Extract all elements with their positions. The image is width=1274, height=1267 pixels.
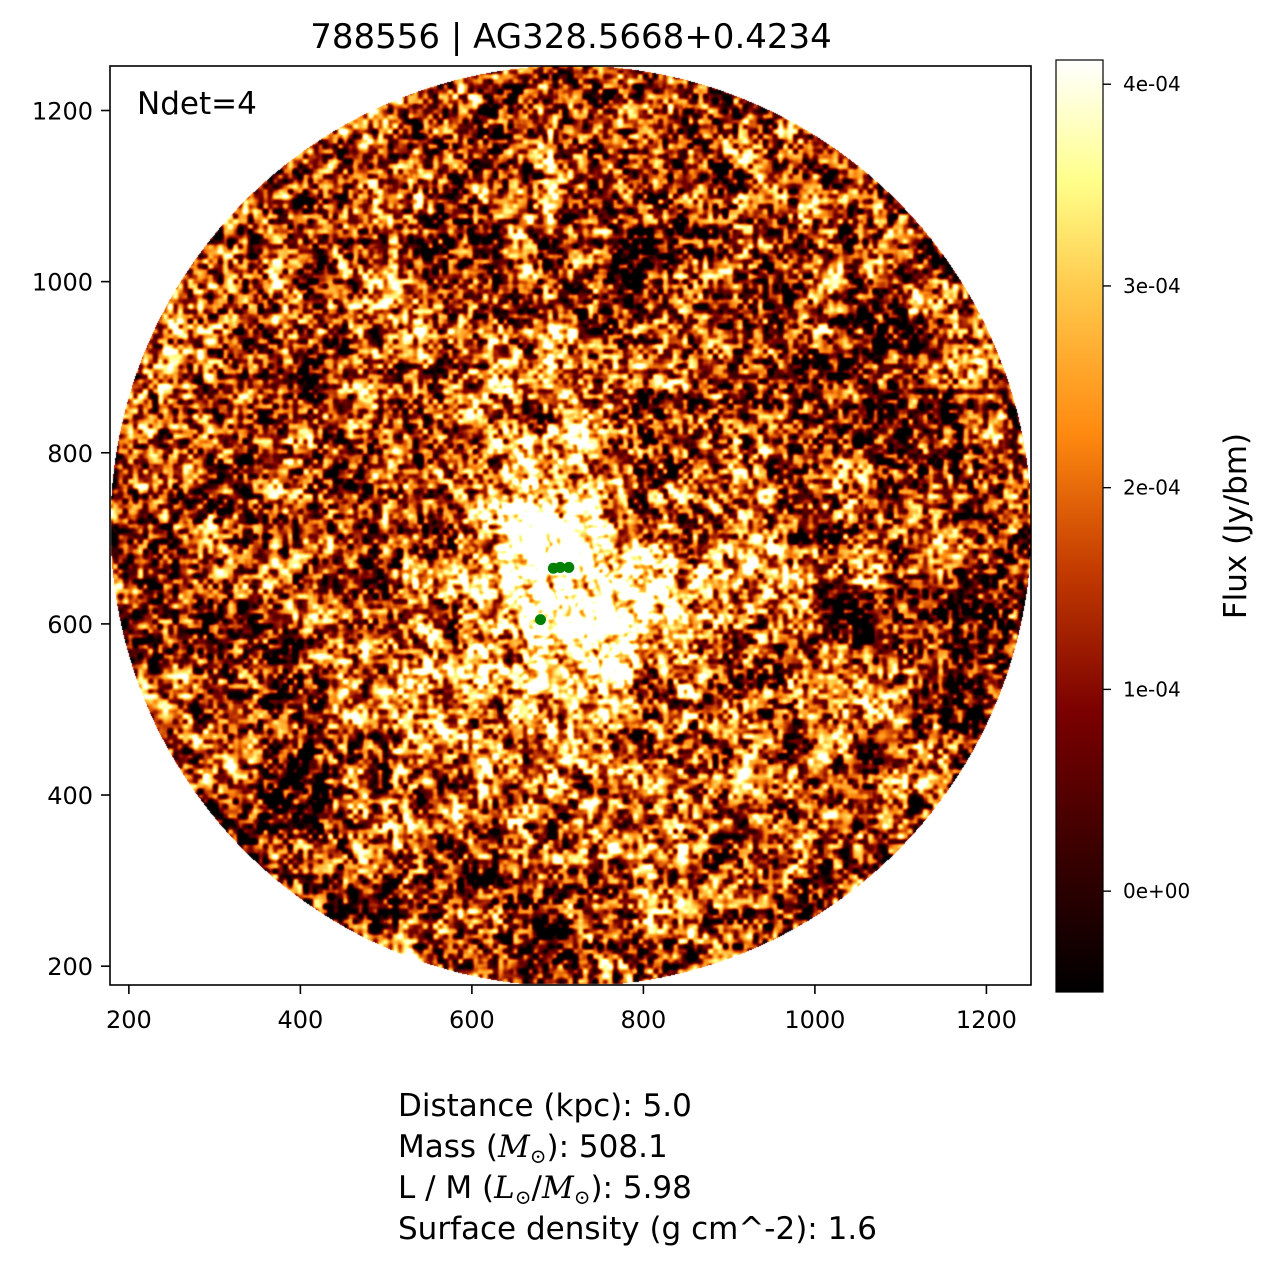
- lm-tail: ):: [590, 1170, 623, 1206]
- flux-map: [110, 66, 1031, 985]
- detection-marker: [534, 614, 546, 626]
- colorbar-ticks: 0e+00 1e-04 2e-04 3e-04 4e-04: [1103, 72, 1190, 903]
- x-tick-label: 600: [449, 1006, 495, 1034]
- y-tick-label: 800: [47, 440, 93, 468]
- surface-density-line: Surface density (g cm^-2): 1.6: [398, 1209, 877, 1250]
- sun-symbol: ⊙: [514, 1185, 532, 1209]
- ndet-annotation: Ndet=4: [137, 86, 257, 122]
- colorbar-label: Flux (Jy/bm): [1218, 433, 1254, 619]
- surface-density-value: 1.6: [827, 1211, 877, 1247]
- distance-line: Distance (kpc): 5.0: [398, 1086, 877, 1127]
- y-axis: 200 400 600 800 1000 1200: [32, 97, 110, 981]
- lm-l-unit: L⊙: [494, 1170, 532, 1209]
- lm-line: L / M (L⊙/M⊙): 5.98: [398, 1168, 877, 1209]
- detection-markers: [534, 561, 575, 626]
- mass-line: Mass (M⊙): 508.1: [398, 1127, 877, 1168]
- mass-value: 508.1: [578, 1129, 668, 1165]
- lm-m-unit: M⊙: [541, 1170, 591, 1209]
- colorbar: [1055, 59, 1104, 993]
- x-tick-label: 800: [620, 1006, 666, 1034]
- lm-sep: /: [531, 1170, 542, 1206]
- y-tick-label: 200: [47, 953, 93, 981]
- x-axis: 200 400 600 800 1000 1200: [106, 985, 1017, 1034]
- colorbar-tick-label: 2e-04: [1123, 476, 1181, 500]
- mass-unit-symbol: M: [498, 1129, 530, 1165]
- x-tick-label: 200: [106, 1006, 152, 1034]
- surface-density-label: Surface density (g cm^-2):: [398, 1211, 828, 1247]
- y-tick-label: 1000: [32, 269, 93, 297]
- distance-value: 5.0: [642, 1088, 692, 1124]
- detection-marker: [563, 561, 575, 573]
- plot-frame: [109, 65, 1032, 986]
- lm-l-symbol: L: [494, 1170, 515, 1206]
- lm-label: L / M (: [398, 1170, 495, 1206]
- colorbar-tick-label: 0e+00: [1123, 879, 1190, 903]
- colorbar-tick-label: 3e-04: [1123, 274, 1181, 298]
- lm-value: 5.98: [622, 1170, 692, 1206]
- detection-marker: [554, 561, 566, 573]
- mass-label: Mass (: [398, 1129, 498, 1165]
- sun-symbol: ⊙: [573, 1185, 591, 1209]
- y-tick-label: 400: [47, 782, 93, 810]
- chart-title: 788556 | AG328.5668+0.4234: [310, 17, 832, 57]
- y-tick-label: 1200: [32, 97, 93, 125]
- mass-tail: ):: [546, 1129, 579, 1165]
- lm-m-symbol: M: [541, 1170, 574, 1206]
- x-tick-label: 400: [277, 1006, 323, 1034]
- x-tick-label: 1000: [784, 1006, 845, 1034]
- y-tick-label: 600: [47, 611, 93, 639]
- source-info: Distance (kpc): 5.0 Mass (M⊙): 508.1 L /…: [398, 1086, 877, 1250]
- colorbar-tick-label: 4e-04: [1123, 72, 1181, 96]
- distance-label: Distance (kpc):: [398, 1088, 643, 1124]
- colorbar-tick-label: 1e-04: [1123, 677, 1181, 701]
- mass-unit: M⊙: [498, 1129, 547, 1168]
- x-tick-label: 1200: [956, 1006, 1017, 1034]
- sun-symbol: ⊙: [529, 1144, 547, 1168]
